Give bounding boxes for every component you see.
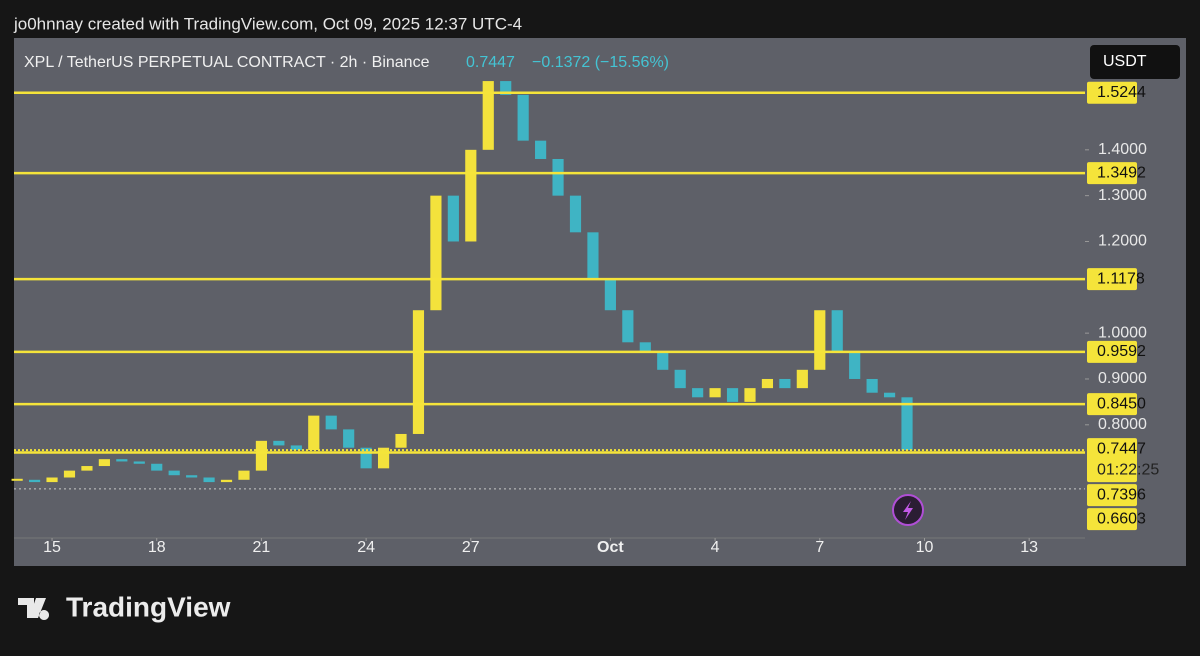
price-label: 0.9592 xyxy=(1097,343,1146,360)
price-label: 0.7447 xyxy=(1097,440,1146,457)
candle xyxy=(726,388,739,402)
candle xyxy=(151,463,163,471)
price-change: −0.1372 (−15.56%) xyxy=(532,54,669,71)
price-label: 0.7396 xyxy=(1097,486,1146,503)
candle xyxy=(569,195,582,233)
candle xyxy=(220,479,233,483)
header: jo0hnnay created with TradingView.com, O… xyxy=(13,14,522,33)
price-label: 1.5244 xyxy=(1097,84,1146,101)
candle xyxy=(290,445,302,451)
candle xyxy=(622,310,634,343)
candle xyxy=(552,158,564,196)
x-tick-label: Oct xyxy=(597,539,624,556)
candle xyxy=(343,429,355,448)
candle xyxy=(831,310,843,352)
currency[interactable]: USDT xyxy=(1103,53,1147,70)
price-label-box xyxy=(1087,508,1137,531)
candle xyxy=(308,415,320,451)
candle xyxy=(639,342,651,352)
candle xyxy=(814,310,826,370)
candle xyxy=(46,477,58,483)
price-label-box xyxy=(1087,268,1137,291)
price-label: 1.3492 xyxy=(1097,164,1146,181)
x-tick-label: 13 xyxy=(1020,539,1038,556)
candle xyxy=(709,388,721,398)
x-tick-label: 4 xyxy=(711,539,720,556)
candle xyxy=(500,81,512,95)
chart-title: XPL / TetherUS PERPETUAL CONTRACT · 2h ·… xyxy=(24,54,430,71)
candle xyxy=(779,378,791,389)
bolt xyxy=(903,501,913,520)
candle xyxy=(883,392,896,398)
candle xyxy=(674,369,686,389)
price-label-box xyxy=(1087,484,1137,507)
x-tick-label: 27 xyxy=(462,539,480,556)
price-label-box xyxy=(1087,393,1137,416)
candle xyxy=(395,433,407,448)
candle xyxy=(133,461,145,464)
candle xyxy=(465,149,477,242)
candle xyxy=(255,440,268,471)
candle xyxy=(587,232,599,279)
candle xyxy=(692,388,704,398)
candle xyxy=(273,440,285,446)
x-tick-label: 18 xyxy=(148,539,166,556)
y-tick-label: 1.4000 xyxy=(1098,141,1147,158)
price-label: 0.8450 xyxy=(1097,395,1146,412)
candle xyxy=(901,397,913,451)
currency-button[interactable] xyxy=(1090,45,1180,79)
x-tick-label: 24 xyxy=(357,539,375,556)
last-price: 0.7447 xyxy=(466,54,515,71)
price-label: 0.6603 xyxy=(1097,510,1146,527)
y-tick-label: 1.3000 xyxy=(1098,187,1147,204)
candle xyxy=(796,369,808,389)
candle xyxy=(81,466,93,471)
candle xyxy=(360,447,372,469)
candle xyxy=(482,81,494,150)
candle xyxy=(517,94,529,141)
candle xyxy=(866,378,878,393)
countdown: 01:22:25 xyxy=(1097,461,1159,478)
candle xyxy=(535,140,547,159)
price-label: 1.1178 xyxy=(1097,270,1145,287)
candle xyxy=(412,310,425,434)
candle xyxy=(168,470,180,476)
price-label-box xyxy=(1087,438,1137,483)
candle xyxy=(11,478,23,481)
candle xyxy=(604,278,616,311)
price-label-box xyxy=(1087,81,1137,104)
x-tick-label: 21 xyxy=(253,539,271,556)
x-tick-label: 7 xyxy=(815,539,824,556)
price-label-box xyxy=(1087,340,1137,363)
candle xyxy=(98,459,110,467)
logo-mark xyxy=(18,598,50,620)
y-tick-label: 0.9000 xyxy=(1098,370,1147,387)
candle xyxy=(203,477,215,483)
candle xyxy=(238,470,250,480)
candle xyxy=(29,479,41,483)
y-tick-label: 1.0000 xyxy=(1098,324,1147,341)
candle xyxy=(744,388,756,402)
price-label-box xyxy=(1087,162,1137,185)
candle xyxy=(657,351,669,370)
candle xyxy=(116,459,128,462)
candle xyxy=(761,378,774,389)
candle xyxy=(63,470,76,478)
y-tick-label: 0.8000 xyxy=(1098,416,1147,433)
candle xyxy=(377,447,390,469)
x-tick-label: 15 xyxy=(43,539,61,556)
x-tick-label: 10 xyxy=(916,539,934,556)
candle xyxy=(430,195,442,311)
chart-panel xyxy=(14,38,1186,566)
candle xyxy=(849,351,861,379)
candle xyxy=(186,475,198,478)
brand: TradingView xyxy=(66,591,231,622)
candle xyxy=(447,195,459,242)
candle xyxy=(325,415,337,430)
y-tick-label: 1.2000 xyxy=(1098,233,1147,250)
